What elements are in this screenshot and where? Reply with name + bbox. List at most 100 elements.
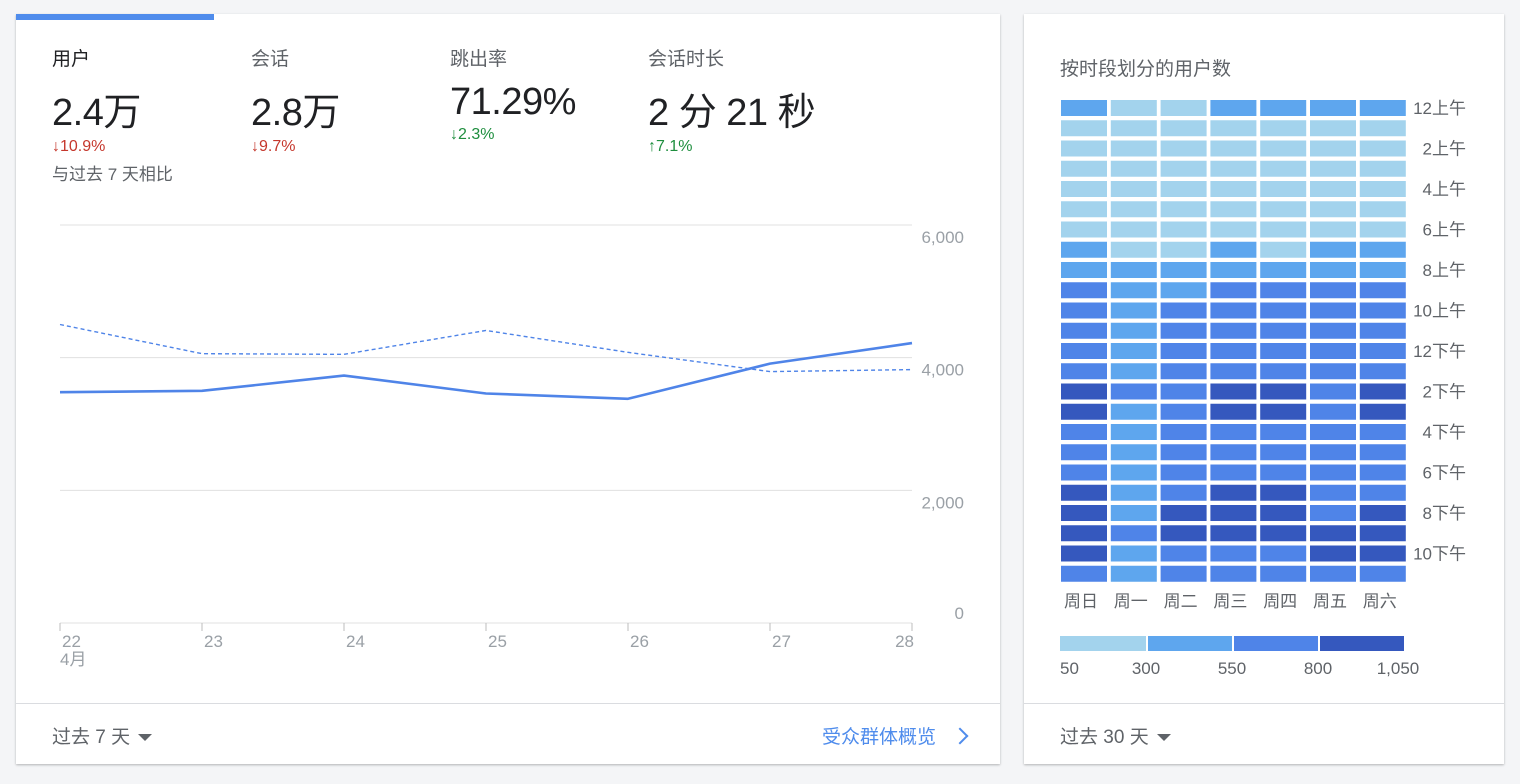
heatmap-cell <box>1260 241 1307 258</box>
heatmap-column-label: 周五 <box>1313 592 1347 611</box>
heatmap-cell <box>1110 484 1157 501</box>
heatmap-cell <box>1260 120 1307 137</box>
heatmap-cell <box>1110 140 1157 157</box>
heatmap-cell <box>1160 424 1207 440</box>
card-footer: 过去 30 天 <box>1024 703 1504 764</box>
audience-overview-link[interactable]: 受众群体概览 <box>822 722 969 749</box>
heatmap-cell <box>1359 343 1406 359</box>
arrow-down-icon: ↓ <box>52 138 60 155</box>
y-tick-label: 6,000 <box>921 228 964 247</box>
heatmap-cell <box>1310 140 1356 157</box>
x-tick-label: 22 <box>62 632 81 651</box>
heatmap-cell <box>1160 100 1207 116</box>
metric-bounce-rate-tab[interactable]: 跳出率 71.29% ↓2.3% <box>450 44 576 144</box>
heatmap-cell <box>1310 201 1356 218</box>
heatmap-cell <box>1260 424 1307 440</box>
heatmap-cell <box>1310 525 1356 542</box>
heatmap-cell <box>1359 160 1406 177</box>
legend-label: 550 <box>1218 659 1246 678</box>
heatmap-cell <box>1359 403 1406 420</box>
heatmap-cell <box>1260 221 1307 238</box>
heatmap-cell <box>1359 444 1406 461</box>
heatmap-cell <box>1359 262 1406 278</box>
heatmap-cell <box>1160 282 1207 299</box>
heatmap-cell <box>1260 262 1307 278</box>
heatmap-cell <box>1160 545 1207 562</box>
x-tick-label: 24 <box>346 632 365 651</box>
heatmap-cell <box>1310 120 1356 137</box>
heatmap-cell <box>1260 464 1307 481</box>
heatmap-column-label: 周日 <box>1064 592 1098 611</box>
heatmap-cell <box>1359 282 1406 299</box>
heatmap-cell <box>1210 160 1257 177</box>
date-range-dropdown[interactable]: 过去 30 天 <box>1060 722 1171 749</box>
heatmap-cell <box>1359 464 1406 481</box>
heatmap-row-label: 8上午 <box>1423 261 1466 280</box>
legend-swatch <box>1148 636 1232 651</box>
heatmap-cell <box>1110 505 1157 521</box>
heatmap-cell <box>1160 565 1207 582</box>
heatmap-cell <box>1160 241 1207 258</box>
heatmap-cell <box>1160 343 1207 359</box>
legend-swatch <box>1320 636 1404 651</box>
heatmap-cell <box>1160 505 1207 521</box>
heatmap-cell <box>1310 505 1356 521</box>
metric-sessions-tab[interactable]: 会话 2.8万 ↓9.7% <box>251 44 340 156</box>
metric-label: 跳出率 <box>450 49 508 70</box>
heatmap-row-label: 2下午 <box>1423 383 1466 402</box>
arrow-down-icon: ↓ <box>450 126 458 143</box>
heatmap-cell <box>1110 363 1157 380</box>
metric-change: ↓9.7% <box>251 138 296 155</box>
users-line-chart: 0 2,000 4,000 6,000 22 23 24 25 26 27 28 4月 <box>59 224 964 669</box>
users-by-time-heatmap: 12上午 2上午 4上午 6上午 8上午 10上午 12下午 2下午 4下午 6下午 8下午 10下午… <box>1060 99 1466 678</box>
heatmap-cell <box>1061 302 1107 319</box>
heatmap-cell <box>1210 403 1257 420</box>
heatmap-cell <box>1061 565 1107 582</box>
heatmap-row-label: 8下午 <box>1423 504 1466 523</box>
heatmap-cell <box>1061 403 1107 420</box>
metric-label: 会话 <box>251 49 290 70</box>
heatmap-cell <box>1310 302 1356 319</box>
heatmap-cell <box>1110 322 1157 339</box>
heatmap-cell <box>1061 545 1107 562</box>
heatmap-cell <box>1110 383 1157 400</box>
heatmap-row-label: 6下午 <box>1423 464 1466 483</box>
date-range-dropdown[interactable]: 过去 7 天 <box>52 722 153 749</box>
heatmap-column-label: 周三 <box>1213 592 1247 611</box>
card-footer: 过去 7 天 受众群体概览 <box>16 703 1000 764</box>
heatmap-cell <box>1160 363 1207 380</box>
heatmap-cell <box>1061 525 1107 542</box>
heatmap-cell <box>1359 505 1406 521</box>
heatmap-row-label: 10下午 <box>1413 545 1466 564</box>
heatmap-cell <box>1210 241 1257 258</box>
date-range-label: 过去 7 天 <box>52 727 131 748</box>
heatmap-cell <box>1210 545 1257 562</box>
heatmap-cell <box>1110 302 1157 319</box>
heatmap-cell <box>1310 403 1356 420</box>
heatmap-cell <box>1110 403 1157 420</box>
heatmap-cell <box>1260 383 1307 400</box>
heatmap-cell <box>1210 484 1257 501</box>
metric-value: 2 分 21 秒 <box>648 92 816 134</box>
heatmap-cell <box>1061 322 1107 339</box>
heatmap-cell <box>1260 140 1307 157</box>
heatmap-cell <box>1110 160 1157 177</box>
heatmap-cell <box>1061 282 1107 299</box>
date-range-label: 过去 30 天 <box>1060 727 1149 748</box>
metric-session-duration-tab[interactable]: 会话时长 2 分 21 秒 ↑7.1% <box>648 44 816 156</box>
legend-swatch <box>1234 636 1318 651</box>
card-title: 按时段划分的用户数 <box>1060 59 1232 80</box>
heatmap-cell <box>1359 241 1406 258</box>
metric-change: ↑7.1% <box>648 138 693 155</box>
metric-users-tab[interactable]: 用户 2.4万 ↓10.9% <box>52 44 141 156</box>
heatmap-cell <box>1210 525 1257 542</box>
metric-value: 2.8万 <box>251 92 340 134</box>
caret-down-icon <box>1156 734 1171 742</box>
heatmap-cell <box>1061 140 1107 157</box>
heatmap-cell <box>1359 424 1406 440</box>
heatmap-cell <box>1210 343 1257 359</box>
heatmap-row-label: 4下午 <box>1423 423 1466 442</box>
heatmap-cell <box>1110 262 1157 278</box>
heatmap-cell <box>1210 424 1257 440</box>
heatmap-cell <box>1260 363 1307 380</box>
